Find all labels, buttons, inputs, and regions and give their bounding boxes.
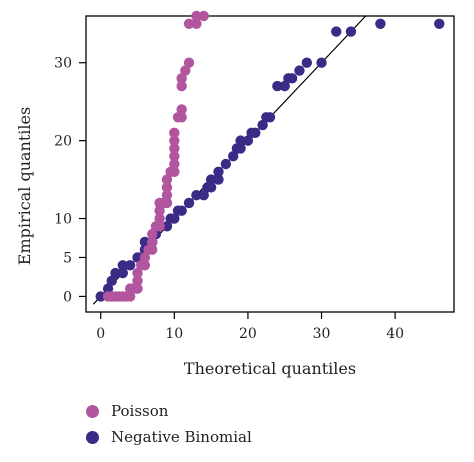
- plot-frame: [85, 15, 455, 313]
- y-tick-label: 30: [54, 56, 72, 72]
- point-poisson: [176, 80, 187, 92]
- point-poisson: [154, 221, 165, 232]
- point-negative-binomial: [257, 119, 268, 131]
- legend-item-poisson: Poisson: [86, 398, 252, 424]
- point-poisson: [176, 73, 187, 84]
- point-negative-binomial: [331, 26, 342, 37]
- point-poisson: [198, 10, 209, 22]
- legend-item-negative-binomial: Negative Binomial: [86, 424, 252, 450]
- point-negative-binomial: [124, 260, 136, 271]
- point-negative-binomial: [161, 221, 173, 232]
- point-negative-binomial: [279, 80, 290, 92]
- point-negative-binomial: [176, 205, 187, 216]
- point-poisson: [169, 143, 180, 154]
- x-tick-label: 30: [313, 326, 331, 342]
- point-negative-binomial: [213, 174, 224, 185]
- x-axis-title: Theoretical quantiles: [184, 359, 356, 378]
- point-negative-binomial: [235, 143, 246, 154]
- point-poisson: [154, 205, 165, 216]
- point-negative-binomial: [95, 291, 106, 302]
- legend: Poisson Negative Binomial: [86, 398, 252, 450]
- y-tick-label: 20: [54, 134, 72, 150]
- point-poisson: [139, 252, 151, 263]
- y-tick-label: 0: [63, 289, 72, 305]
- point-negative-binomial: [139, 236, 151, 248]
- point-poisson: [169, 135, 180, 146]
- point-poisson: [183, 57, 195, 68]
- point-poisson: [161, 197, 173, 209]
- point-poisson: [147, 228, 158, 240]
- point-negative-binomial: [220, 158, 232, 170]
- point-poisson: [169, 158, 180, 170]
- y-axis-ticks: 0 5 10 20 30: [54, 56, 86, 305]
- point-negative-binomial: [242, 135, 254, 146]
- point-negative-binomial: [106, 275, 117, 287]
- point-negative-binomial: [316, 57, 327, 68]
- point-negative-binomial: [272, 80, 283, 92]
- legend-marker-negative-binomial: [86, 430, 99, 444]
- point-negative-binomial: [110, 267, 121, 279]
- point-negative-binomial: [250, 127, 261, 139]
- point-negative-binomial: [434, 18, 445, 29]
- point-poisson: [183, 18, 195, 29]
- point-poisson: [176, 112, 187, 123]
- point-negative-binomial: [213, 166, 224, 177]
- point-negative-binomial: [117, 267, 128, 279]
- x-tick-label: 10: [165, 326, 183, 342]
- point-poisson: [191, 18, 202, 29]
- point-poisson: [124, 291, 136, 302]
- y-axis-title: Empirical quantiles: [15, 107, 34, 265]
- point-poisson: [147, 236, 158, 248]
- y-tick-label: 10: [54, 212, 72, 228]
- point-negative-binomial: [198, 189, 209, 201]
- point-negative-binomial: [286, 73, 298, 84]
- point-poisson: [147, 244, 158, 255]
- point-poisson: [132, 267, 143, 279]
- x-tick-label: 0: [96, 326, 105, 342]
- data-points: [95, 10, 445, 302]
- point-poisson: [154, 213, 165, 224]
- point-poisson: [132, 283, 143, 294]
- point-negative-binomial: [183, 197, 195, 209]
- point-negative-binomial: [301, 57, 312, 68]
- point-negative-binomial: [191, 189, 202, 201]
- point-negative-binomial: [375, 18, 386, 29]
- point-negative-binomial: [345, 26, 357, 37]
- x-axis-ticks: 0 10 20 30 40: [96, 312, 404, 342]
- point-poisson: [161, 182, 173, 193]
- point-poisson: [169, 151, 180, 162]
- y-tick-label: 5: [63, 250, 72, 266]
- point-negative-binomial: [205, 182, 217, 193]
- point-poisson: [161, 189, 173, 201]
- point-poisson: [191, 10, 202, 22]
- point-poisson: [169, 166, 180, 177]
- x-tick-label: 40: [386, 326, 404, 342]
- point-poisson: [161, 174, 173, 185]
- point-negative-binomial: [294, 65, 305, 76]
- legend-marker-poisson: [86, 404, 99, 418]
- point-poisson: [132, 275, 143, 287]
- legend-label-negative-binomial: Negative Binomial: [111, 428, 252, 446]
- point-negative-binomial: [169, 213, 180, 224]
- point-negative-binomial: [235, 135, 246, 146]
- point-negative-binomial: [228, 151, 239, 162]
- point-poisson: [169, 127, 180, 139]
- point-negative-binomial: [264, 112, 276, 123]
- legend-label-poisson: Poisson: [111, 402, 169, 420]
- point-poisson: [176, 104, 187, 115]
- point-poisson: [180, 65, 191, 76]
- point-poisson: [139, 260, 151, 271]
- point-negative-binomial: [205, 174, 217, 185]
- point-negative-binomial: [117, 260, 128, 271]
- point-negative-binomial: [102, 283, 114, 294]
- x-tick-label: 20: [239, 326, 257, 342]
